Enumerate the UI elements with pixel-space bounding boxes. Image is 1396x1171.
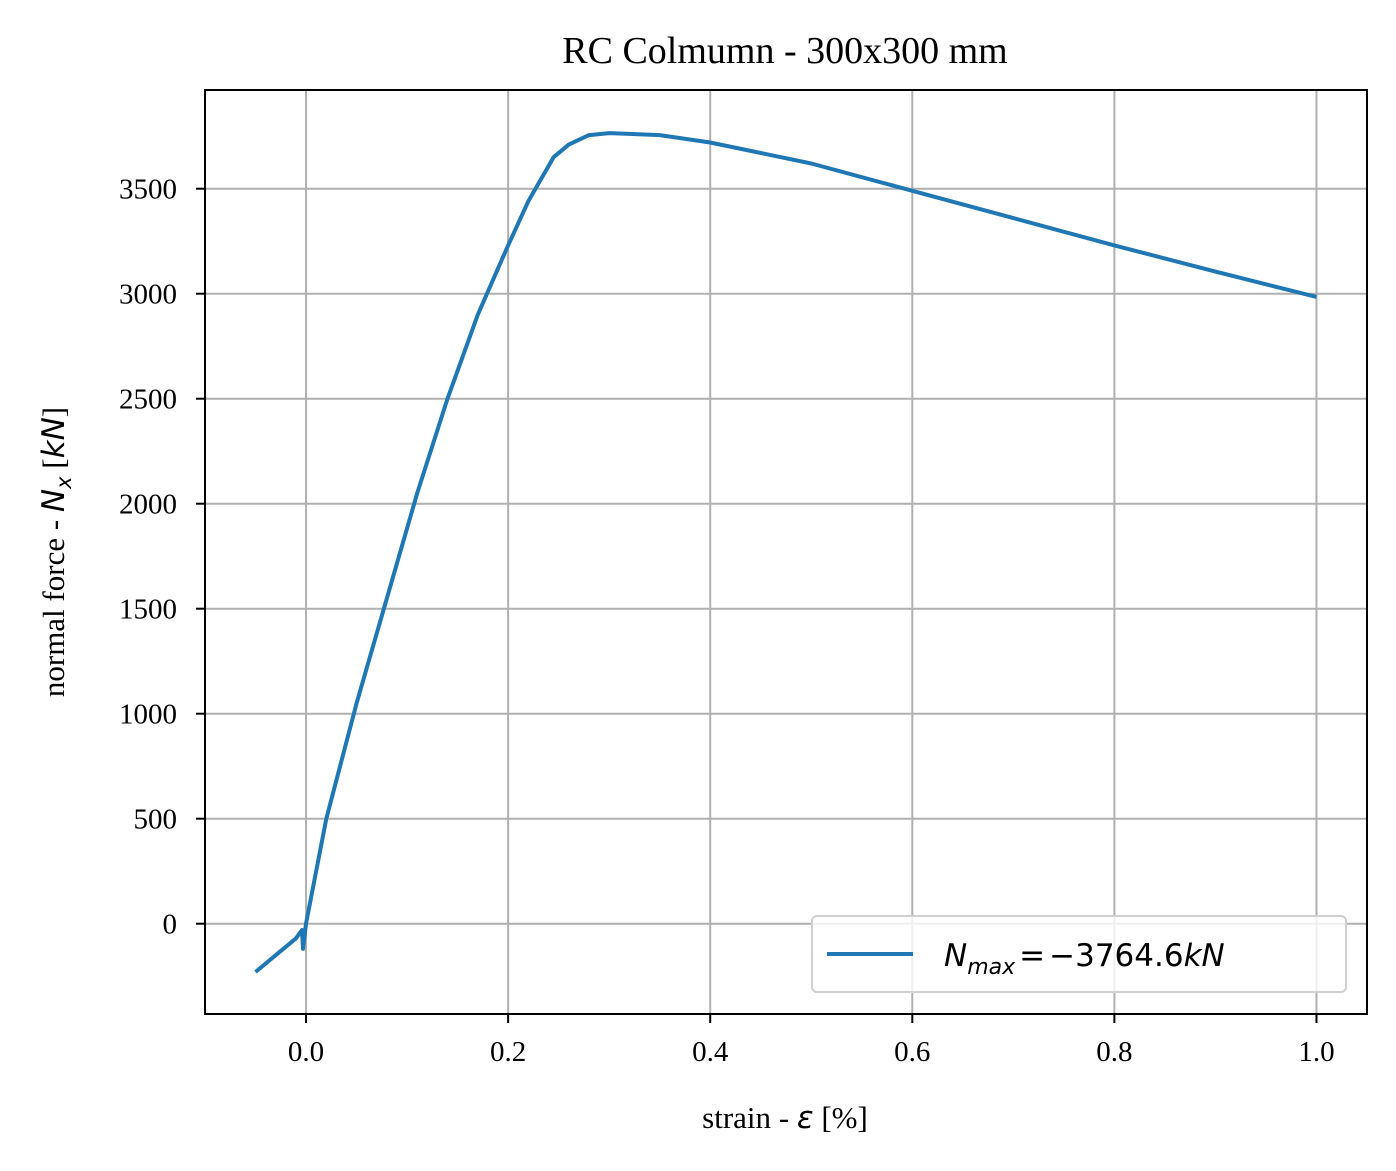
- legend-symbol: N: [944, 938, 967, 974]
- chart-title: RC Colmumn - 300x300 mm: [562, 30, 1007, 72]
- x-axis-label-prefix: strain -: [702, 1100, 797, 1135]
- y-tick-label: 1000: [119, 699, 177, 731]
- y-tick-label: 500: [134, 804, 178, 836]
- y-tick-label: 3000: [119, 279, 177, 311]
- y-axis-label-unit: kN: [36, 417, 72, 458]
- x-axis: 0.0 0.2 0.4 0.6 0.8 1.0: [288, 1014, 1335, 1068]
- series-line: [254, 131, 1317, 974]
- y-axis-label: normal force - Nx [kN]: [36, 407, 76, 697]
- y-tick-label: 1500: [119, 594, 177, 626]
- x-tick-label: 0.4: [692, 1036, 729, 1068]
- y-tick-label: 2000: [119, 489, 177, 521]
- legend: Nmax = −3764.6kN: [811, 915, 1347, 993]
- y-axis-label-subscript: x: [52, 476, 76, 490]
- x-tick-label: 1.0: [1298, 1036, 1334, 1068]
- y-tick-label: 0: [163, 909, 178, 941]
- y-axis-label-close: ]: [36, 407, 71, 417]
- y-tick-label: 3500: [119, 174, 177, 206]
- plot-area: [254, 131, 1317, 974]
- x-tick-label: 0.8: [1096, 1036, 1132, 1068]
- axes-frame: [204, 89, 1368, 1015]
- x-tick-label: 0.2: [490, 1036, 526, 1068]
- legend-label: Nmax = −3764.6kN: [944, 938, 1225, 980]
- legend-box: [811, 915, 1347, 993]
- legend-subscript: max: [967, 955, 1016, 980]
- x-axis-label-suffix: [%]: [814, 1100, 868, 1135]
- y-axis-label-symbol: N: [36, 489, 72, 512]
- y-axis: 0 500 1000 1500 2000 2500 3000 3500: [119, 174, 205, 941]
- x-axis-label-symbol: ε: [797, 1100, 814, 1136]
- legend-equals: =: [1019, 938, 1045, 974]
- x-axis-label: strain - ε [%]: [702, 1100, 868, 1136]
- grid: [205, 90, 1367, 1014]
- y-axis-label-open: [: [36, 458, 71, 476]
- y-axis-label-prefix: normal force -: [36, 512, 71, 697]
- x-tick-label: 0.6: [894, 1036, 930, 1068]
- legend-value: −3764.6: [1049, 938, 1183, 974]
- y-tick-label: 2500: [119, 384, 177, 416]
- legend-unit: kN: [1184, 938, 1225, 974]
- x-tick-label: 0.0: [288, 1036, 324, 1068]
